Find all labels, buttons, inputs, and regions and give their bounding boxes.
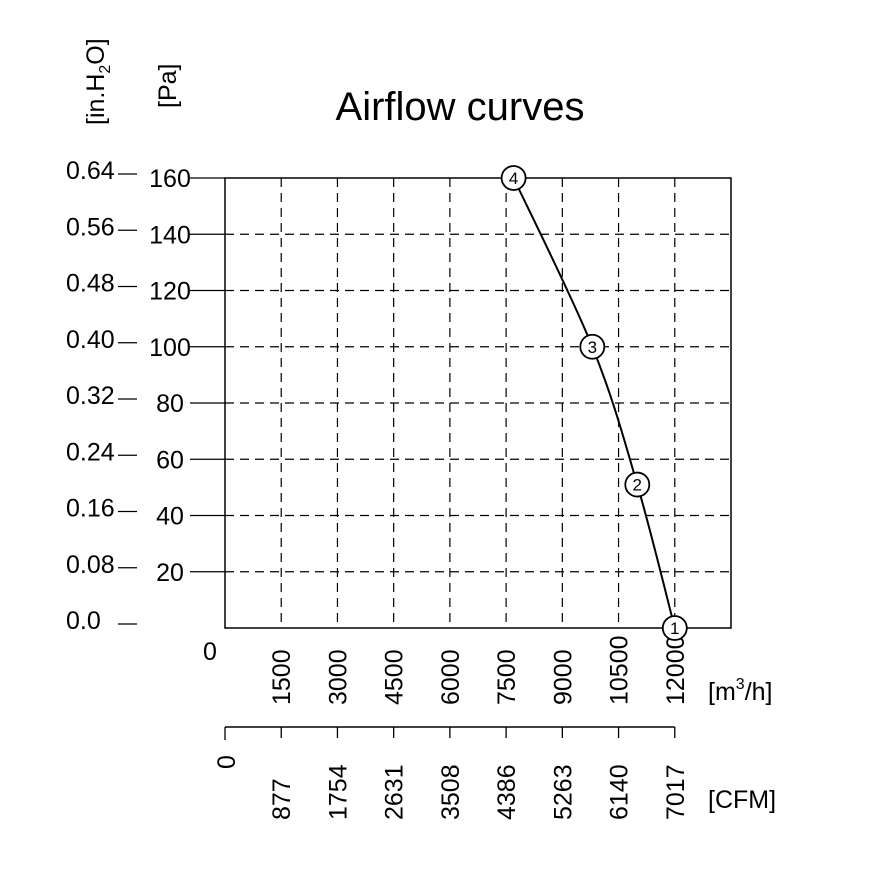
y-secondary-tick-label: 0.08 <box>66 551 115 579</box>
y-secondary-tick-label: 0.0 <box>66 607 101 635</box>
x-secondary-tick-label: 877 <box>268 778 296 820</box>
x-primary-tick-label: 6000 <box>437 649 465 705</box>
x-primary-tick-label: 1500 <box>268 649 296 705</box>
curve-point-marker <box>500 165 527 191</box>
curve-layer <box>512 177 676 629</box>
y-secondary-tick-label: 0.24 <box>66 438 115 466</box>
curve-point-label: 1 <box>670 619 679 638</box>
curve-point-label: 4 <box>509 169 518 188</box>
x-primary-tick-label: 3000 <box>324 649 352 705</box>
y-secondary-tick-label: 0.16 <box>66 495 115 523</box>
curve-point-label: 3 <box>588 338 597 357</box>
x-secondary-zero-label: 0 <box>213 755 241 769</box>
y-primary-tick-label: 80 <box>156 390 184 418</box>
y-primary-tick-label: 20 <box>156 559 184 587</box>
x-secondary-tick-label: 4386 <box>493 764 521 820</box>
y-primary-tick-label: 40 <box>156 503 184 531</box>
curve-point-marker <box>579 333 606 360</box>
y-secondary-tick-label: 0.48 <box>66 270 115 298</box>
x-secondary-tick-label: 6140 <box>606 764 634 820</box>
chart-title: Airflow curves <box>336 85 585 129</box>
x-primary-tick-label: 9000 <box>549 649 577 705</box>
x-secondary-tick-label: 7017 <box>662 764 690 820</box>
x-primary-tick-label: 12000 <box>662 635 690 705</box>
x-secondary-tick-label: 3508 <box>437 764 465 820</box>
x-secondary-tick-label: 5263 <box>549 764 577 820</box>
y-secondary-tick-label: 0.56 <box>66 213 115 241</box>
y-primary-unit-label: [Pa] <box>154 64 182 108</box>
y-primary-tick-label: 140 <box>149 221 191 249</box>
curve-point-marker <box>661 615 688 641</box>
tick-labels-layer: 204060801001201401600.00.080.160.240.320… <box>66 157 690 820</box>
x-primary-unit-label: [m3/h] <box>708 676 772 706</box>
y-primary-tick-label: 100 <box>149 334 191 362</box>
y-secondary-tick-label: 0.32 <box>66 382 115 410</box>
x-primary-tick-label: 7500 <box>493 649 521 705</box>
x-secondary-unit-label: [CFM] <box>708 786 776 814</box>
x-secondary-tick-label: 2631 <box>381 764 409 820</box>
x-primary-tick-label: 10500 <box>606 635 634 705</box>
airflow-curve-line <box>512 177 676 629</box>
y-primary-tick-label: 120 <box>149 278 191 306</box>
grid-layer <box>225 178 731 628</box>
y-primary-tick-label: 160 <box>149 165 191 193</box>
y-secondary-tick-label: 0.40 <box>66 326 115 354</box>
y-secondary-unit-label: [in.H2O] <box>82 38 114 125</box>
x-secondary-tick-label: 1754 <box>324 764 352 820</box>
curve-point-marker <box>624 471 651 498</box>
y-primary-tick-label: 60 <box>156 446 184 474</box>
y-secondary-tick-label: 0.64 <box>66 157 115 185</box>
marker-layer: 1 2 3 4 <box>500 165 688 641</box>
x-primary-tick-label: 4500 <box>381 649 409 705</box>
curve-point-label: 2 <box>633 476 642 495</box>
x-primary-zero-label: 0 <box>203 638 217 666</box>
axes-layer <box>118 173 732 740</box>
